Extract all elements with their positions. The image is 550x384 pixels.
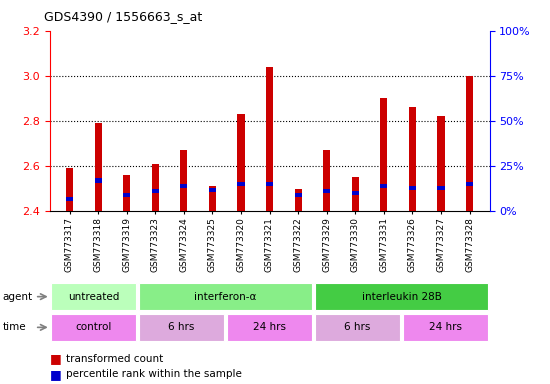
Bar — [209, 187, 216, 192]
Bar — [266, 67, 273, 211]
Text: agent: agent — [3, 291, 33, 302]
Bar — [123, 193, 130, 197]
Bar — [315, 283, 488, 310]
Text: percentile rank within the sample: percentile rank within the sample — [66, 369, 242, 379]
Bar — [437, 116, 444, 211]
Bar — [409, 108, 416, 211]
Bar — [466, 182, 473, 186]
Text: 6 hrs: 6 hrs — [168, 322, 195, 333]
Bar — [266, 182, 273, 186]
Bar — [139, 314, 224, 341]
Text: 6 hrs: 6 hrs — [344, 322, 371, 333]
Bar — [51, 283, 136, 310]
Text: 24 hrs: 24 hrs — [253, 322, 286, 333]
Bar — [437, 186, 444, 190]
Bar — [294, 189, 301, 211]
Bar — [323, 150, 330, 211]
Text: ■: ■ — [50, 353, 61, 366]
Bar — [95, 179, 102, 182]
Bar — [351, 191, 359, 195]
Text: interleukin 28B: interleukin 28B — [361, 291, 442, 302]
Text: interferon-α: interferon-α — [194, 291, 257, 302]
Bar — [95, 123, 102, 211]
Bar — [351, 177, 359, 211]
Bar — [323, 189, 330, 194]
Bar — [180, 150, 188, 211]
Bar — [238, 114, 245, 211]
Bar — [294, 193, 301, 197]
Text: ■: ■ — [50, 368, 61, 381]
Text: transformed count: transformed count — [66, 354, 163, 364]
Bar — [152, 164, 159, 211]
Text: GDS4390 / 1556663_s_at: GDS4390 / 1556663_s_at — [44, 10, 202, 23]
Bar — [227, 314, 312, 341]
Text: untreated: untreated — [68, 291, 119, 302]
Bar — [380, 184, 387, 188]
Bar — [180, 184, 188, 188]
Bar — [315, 314, 400, 341]
Bar — [466, 76, 473, 211]
Bar — [238, 182, 245, 186]
Bar — [209, 186, 216, 211]
Bar — [66, 197, 73, 200]
Text: time: time — [3, 322, 26, 333]
Bar — [123, 175, 130, 211]
Bar — [51, 314, 136, 341]
Bar — [380, 98, 387, 211]
Bar — [139, 283, 312, 310]
Text: 24 hrs: 24 hrs — [429, 322, 462, 333]
Bar — [152, 189, 159, 194]
Text: control: control — [75, 322, 112, 333]
Bar — [66, 168, 73, 211]
Bar — [403, 314, 488, 341]
Bar — [409, 186, 416, 190]
